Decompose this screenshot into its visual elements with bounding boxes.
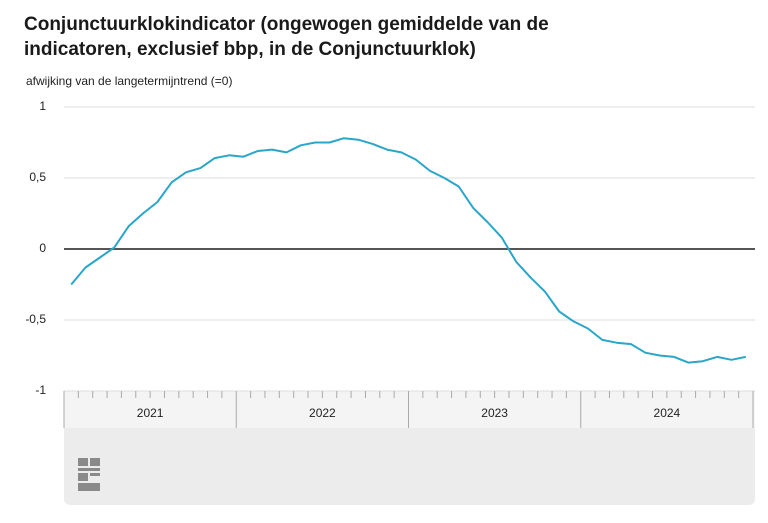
chart-title: Conjunctuurklokindicator (ongewogen gemi… <box>24 14 549 60</box>
y-tick-label: 0,5 <box>29 170 46 184</box>
y-tick-label: 1 <box>39 99 46 113</box>
data-line <box>70 137 746 364</box>
y-tick-label: 0 <box>39 241 46 255</box>
axis-band <box>64 391 755 428</box>
x-group-label: 2021 <box>137 406 164 420</box>
x-group-label: 2023 <box>481 406 508 420</box>
y-tick-label: -1 <box>35 383 46 397</box>
logo <box>78 458 100 491</box>
x-group-label: 2022 <box>309 406 336 420</box>
x-group-label: 2024 <box>654 406 681 420</box>
y-tick-label: -0,5 <box>25 312 46 326</box>
chart-subtitle: afwijking van de langetermijntrend (=0) <box>26 74 232 88</box>
